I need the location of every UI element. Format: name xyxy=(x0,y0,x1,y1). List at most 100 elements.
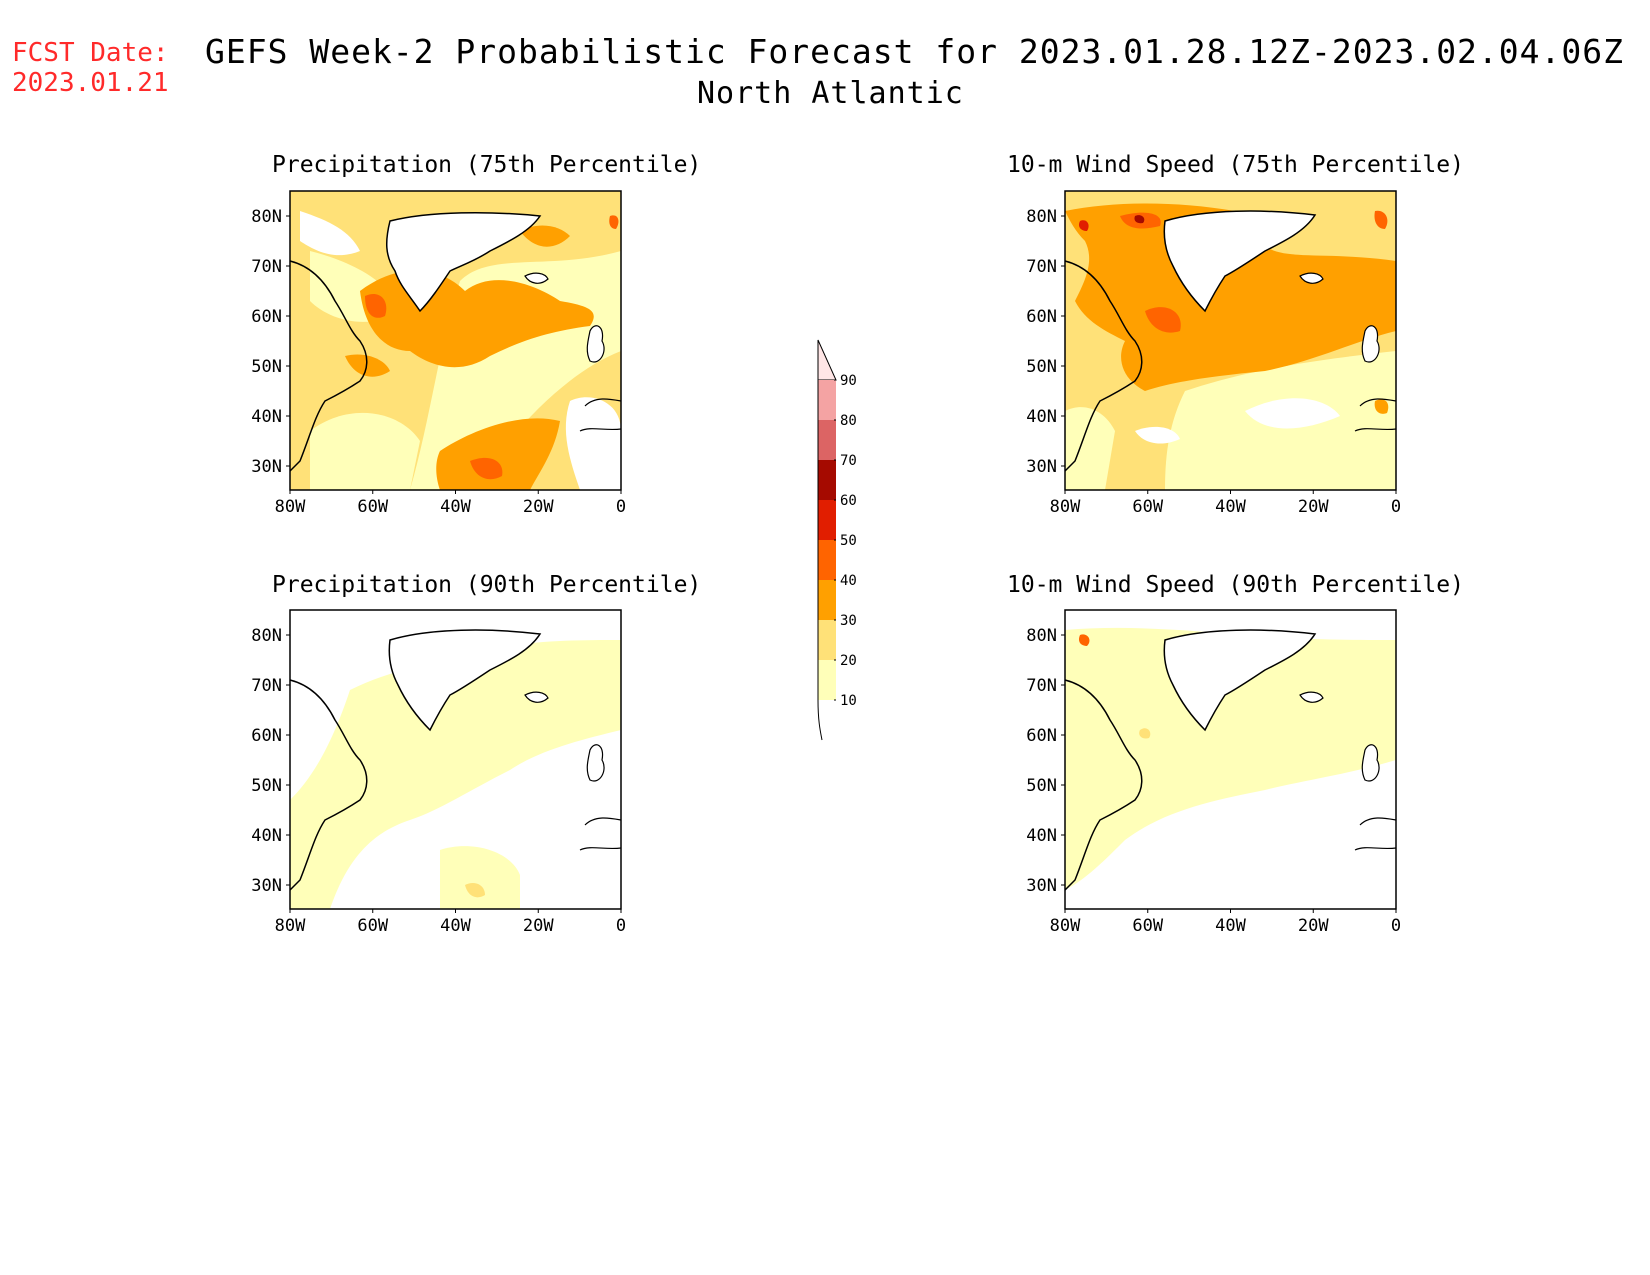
greenland-coastline xyxy=(1163,210,1317,313)
contour-20 xyxy=(465,883,485,898)
lon-tick-label: 0 xyxy=(616,497,626,517)
lat-tick-label: 80N xyxy=(251,207,282,227)
contour-40 xyxy=(609,215,619,229)
colorbar-label: 10 xyxy=(840,693,857,709)
greenland-coastline xyxy=(1163,629,1317,732)
colorbar-label: 20 xyxy=(840,653,857,669)
british-isles-coastline xyxy=(1361,744,1380,782)
contour-40 xyxy=(470,457,503,480)
colorbar-label: 70 xyxy=(840,453,857,469)
map-panel-wind75: 80N 70N 60N 50N 40N 30N 80W 60W 40W 20W 0 xyxy=(1026,190,1401,517)
lon-tick-label: 60W xyxy=(1132,916,1163,936)
lon-tick-label: 40W xyxy=(440,497,471,517)
lon-tick-label: 20W xyxy=(1298,497,1329,517)
lat-tick-label: 40N xyxy=(1026,407,1057,427)
iceland-coastline xyxy=(524,691,549,703)
lon-tick-label: 40W xyxy=(1215,497,1246,517)
lon-tick-label: 20W xyxy=(523,497,554,517)
panel-title-wind90: 10-m Wind Speed (90th Percentile) xyxy=(1007,572,1464,598)
map-panel-precip90: 80N 70N 60N 50N 40N 30N 80W 60W 40W 20W 0 xyxy=(251,609,626,936)
colorbar-segment xyxy=(818,540,836,580)
contour-10 xyxy=(440,846,520,909)
map-precip90: 80N 70N 60N 50N 40N 30N 80W 60W 40W 20W 0 xyxy=(251,609,626,936)
lat-tick-label: 70N xyxy=(251,257,282,277)
europe-africa-coastline xyxy=(579,398,622,432)
contour-10 xyxy=(290,640,621,909)
lon-tick-label: 0 xyxy=(1391,497,1401,517)
lat-tick-label: 50N xyxy=(251,357,282,377)
colorbar-segment xyxy=(818,620,836,660)
main-title: GEFS Week-2 Probabilistic Forecast for 2… xyxy=(205,32,1625,71)
forecast-date-label: FCST Date: xyxy=(12,38,169,68)
colorbar-segment xyxy=(818,380,836,420)
panel-title-wind75: 10-m Wind Speed (75th Percentile) xyxy=(1007,152,1464,178)
lon-tick-label: 80W xyxy=(275,497,306,517)
colorbar-segment xyxy=(818,500,836,540)
contour-below-10 xyxy=(565,397,621,490)
colorbar-label: 90 xyxy=(840,373,857,389)
colorbar-segment xyxy=(818,660,836,700)
lat-tick-label: 40N xyxy=(251,407,282,427)
europe-africa-coastline xyxy=(1354,398,1397,432)
lon-tick-label: 40W xyxy=(1215,916,1246,936)
map-wind75: 80N 70N 60N 50N 40N 30N 80W 60W 40W 20W 0 xyxy=(1026,190,1401,517)
lat-tick-label: 60N xyxy=(1026,726,1057,746)
europe-africa-coastline xyxy=(1354,817,1397,851)
iceland-coastline xyxy=(1299,691,1324,703)
north-america-coastline xyxy=(289,260,368,472)
contour-20 xyxy=(1139,728,1151,739)
map-panel-precip75: 80N 70N 60N 50N 40N 30N 80W 60W 40W 20W 0 xyxy=(251,190,626,517)
british-isles-coastline xyxy=(586,325,605,363)
map-precip75: 80N 70N 60N 50N 40N 30N 80W 60W 40W 20W 0 xyxy=(251,190,626,517)
contour-30 xyxy=(520,225,570,247)
greenland-coastline xyxy=(388,629,542,732)
lat-tick-label: 60N xyxy=(1026,307,1057,327)
contour-10 xyxy=(1065,407,1115,490)
contour-40 xyxy=(1078,634,1090,646)
map-wind90: 80N 70N 60N 50N 40N 30N 80W 60W 40W 20W 0 xyxy=(1026,609,1401,936)
colorbar-bottom-arrow xyxy=(817,699,823,741)
contour-40 xyxy=(1145,307,1181,333)
british-isles-coastline xyxy=(1361,325,1380,363)
greenland-coastline xyxy=(385,211,542,313)
lat-tick-label: 30N xyxy=(1026,876,1057,896)
colorbar-top-arrow xyxy=(817,339,837,381)
iceland-coastline xyxy=(524,272,549,284)
contour-10 xyxy=(310,412,420,490)
colorbar-label: 60 xyxy=(840,493,857,509)
colorbar: 90 80 70 60 50 40 30 20 10 xyxy=(800,330,870,754)
contour-30 xyxy=(1065,203,1396,391)
lat-tick-label: 30N xyxy=(251,457,282,477)
contour-below-10 xyxy=(300,211,360,256)
contour-below-10 xyxy=(1135,426,1180,444)
colorbar-segment xyxy=(818,460,836,500)
lon-tick-label: 20W xyxy=(1298,916,1329,936)
europe-africa-coastline xyxy=(579,817,622,851)
colorbar-label: 30 xyxy=(840,613,857,629)
lat-tick-label: 30N xyxy=(251,876,282,896)
lat-tick-label: 50N xyxy=(251,776,282,796)
colorbar-label: 50 xyxy=(840,533,857,549)
lon-tick-label: 0 xyxy=(1391,916,1401,936)
lat-tick-label: 30N xyxy=(1026,457,1057,477)
british-isles-coastline xyxy=(586,744,605,782)
forecast-date-value: 2023.01.21 xyxy=(12,68,169,98)
colorbar-segment xyxy=(818,580,836,620)
lon-tick-label: 40W xyxy=(440,916,471,936)
lon-tick-label: 60W xyxy=(1132,497,1163,517)
north-america-coastline xyxy=(1064,679,1143,891)
colorbar-svg: 90 80 70 60 50 40 30 20 10 xyxy=(817,339,857,741)
lat-tick-label: 80N xyxy=(1026,207,1057,227)
contour-50 xyxy=(1078,220,1089,231)
map-panel-wind90: 80N 70N 60N 50N 40N 30N 80W 60W 40W 20W 0 xyxy=(1026,609,1401,936)
north-america-coastline xyxy=(1064,260,1143,472)
region-title: North Atlantic xyxy=(697,76,964,111)
contour-40 xyxy=(1374,210,1388,229)
contour-30 xyxy=(345,354,390,377)
lat-tick-label: 80N xyxy=(251,626,282,646)
lon-tick-label: 0 xyxy=(616,916,626,936)
lat-tick-label: 60N xyxy=(251,307,282,327)
colorbar-segment xyxy=(818,420,836,460)
north-america-coastline xyxy=(289,679,368,891)
lon-tick-label: 60W xyxy=(357,497,388,517)
